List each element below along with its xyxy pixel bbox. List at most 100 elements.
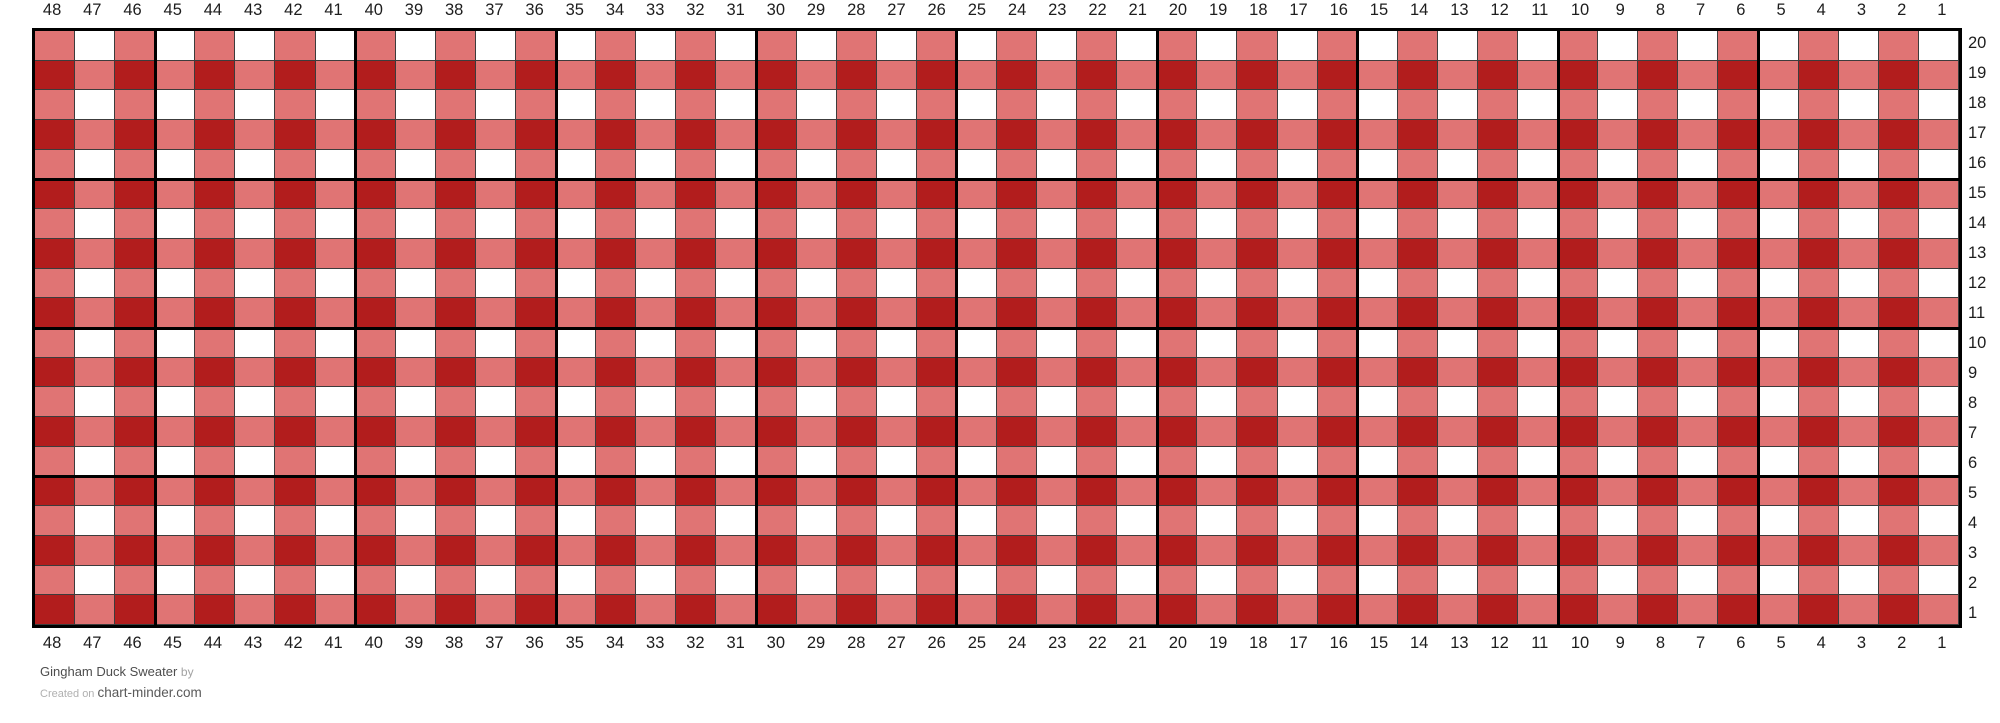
grid-cell [475, 209, 516, 239]
grid-cell [1317, 417, 1358, 447]
grid-cell [1037, 446, 1078, 477]
grid-cell [1798, 446, 1839, 477]
grid-cell [1558, 595, 1599, 625]
grid-cell [1558, 357, 1599, 388]
column-label: 38 [445, 1, 464, 19]
grid-cell [836, 595, 877, 625]
grid-cell [1558, 565, 1599, 596]
grid-cell [1758, 417, 1799, 447]
row-label: 2 [1968, 573, 1978, 592]
row-label: 5 [1968, 483, 1978, 502]
grid-cell [1397, 90, 1438, 121]
grid-cell [275, 446, 316, 477]
grid-cell [1678, 476, 1719, 507]
grid-cell [676, 328, 717, 358]
grid-cell [1157, 357, 1198, 388]
column-label: 5 [1776, 634, 1786, 652]
grid-cell [155, 476, 196, 507]
grid-cell [355, 357, 396, 388]
column-label: 8 [1655, 634, 1666, 652]
grid-cell [1037, 31, 1078, 61]
grid-cell [1397, 298, 1438, 328]
grid-cell [1197, 120, 1238, 150]
grid-cell [275, 417, 316, 447]
grid-cell [916, 268, 957, 299]
grid-cell [1758, 595, 1799, 625]
grid-cell [355, 209, 396, 239]
row-label: 13 [1968, 243, 1987, 262]
chart-footer: Gingham Duck Sweater by Created on chart… [40, 664, 202, 700]
grid-cell [956, 565, 997, 596]
grid-cell [1037, 387, 1078, 418]
grid-cell [1197, 387, 1238, 418]
grid-cell [916, 60, 957, 91]
grid-cell [1037, 238, 1078, 269]
grid-cell [1838, 179, 1879, 210]
column-label: 20 [1168, 634, 1188, 652]
grid-cell [1558, 446, 1599, 477]
grid-cell [195, 120, 236, 150]
grid-cell [1678, 328, 1719, 358]
grid-cell [1758, 179, 1799, 210]
grid-cell [1077, 387, 1118, 418]
grid-cell [435, 179, 476, 210]
grid-cell [515, 31, 557, 61]
grid-cell [1477, 506, 1519, 536]
grid-cell [115, 31, 156, 61]
grid-cell [1077, 535, 1118, 566]
grid-cell [876, 238, 917, 269]
grid-cell [1157, 446, 1198, 477]
grid-cell [235, 565, 276, 596]
column-label: 10 [1570, 634, 1590, 652]
grid-cell [75, 60, 116, 91]
bold-gridline-horizontal [35, 178, 1959, 181]
column-label: 11 [1531, 1, 1549, 19]
grid-cell [475, 268, 516, 299]
grid-cell [1878, 476, 1919, 507]
grid-cell [716, 535, 757, 566]
grid-cell [1437, 328, 1478, 358]
grid-cell [1598, 535, 1639, 566]
grid-cell [1518, 417, 1559, 447]
grid-cell [475, 31, 516, 61]
grid-cell [636, 328, 677, 358]
grid-cell [1397, 179, 1438, 210]
grid-cell [1878, 387, 1919, 418]
grid-cell [435, 268, 476, 299]
column-label: 8 [1655, 1, 1666, 19]
grid-cell [315, 179, 356, 210]
grid-cell [1357, 31, 1398, 61]
grid-cell [1878, 357, 1919, 388]
grid-cell [676, 357, 717, 388]
grid-cell [556, 446, 597, 477]
grid-cell [1197, 149, 1238, 180]
grid-cell [515, 565, 557, 596]
grid-cell [1437, 31, 1478, 61]
column-label: 47 [83, 634, 102, 652]
grid-cell [1718, 31, 1759, 61]
grid-cell [756, 387, 797, 418]
grid-cell [1758, 120, 1799, 150]
grid-cell [1077, 357, 1118, 388]
grid-cell [1437, 209, 1478, 239]
grid-cell [1718, 298, 1759, 328]
grid-cell [115, 120, 156, 150]
grid-cell [596, 535, 637, 566]
grid-cell [1397, 328, 1438, 358]
grid-cell [1317, 476, 1358, 507]
column-label: 29 [806, 1, 826, 19]
grid-cell [1838, 31, 1879, 61]
grid-cell [1758, 31, 1799, 61]
grid-cell [756, 417, 797, 447]
column-label: 48 [42, 1, 62, 19]
grid-cell [1878, 328, 1919, 358]
grid-cell [1518, 268, 1559, 299]
grid-cell [996, 120, 1038, 150]
grid-cell [1918, 387, 1959, 418]
grid-cell [1638, 209, 1679, 239]
grid-cell [756, 268, 797, 299]
grid-cell [1117, 209, 1158, 239]
grid-cell [315, 120, 356, 150]
column-label: 45 [163, 1, 182, 19]
grid-cell [315, 417, 356, 447]
